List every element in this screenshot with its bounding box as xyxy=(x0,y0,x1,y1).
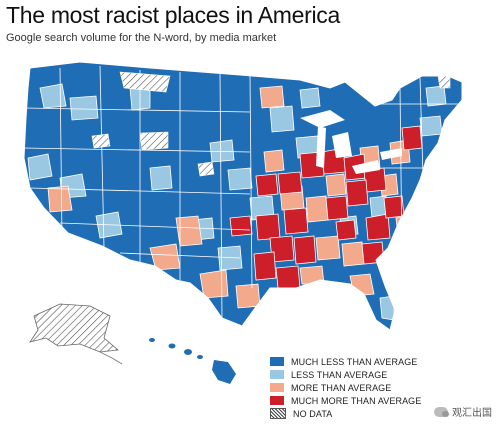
legend-swatch xyxy=(270,396,284,405)
alaska-region xyxy=(29,303,119,353)
map-subtitle: Google search volume for the N-word, by … xyxy=(6,32,277,44)
legend-label: LESS THAN AVERAGE xyxy=(291,369,388,380)
legend-item-more: MORE THAN AVERAGE xyxy=(270,381,470,394)
legend-label: NO DATA xyxy=(293,408,333,419)
watermark: 观汇出国 xyxy=(434,404,492,419)
legend-item-much-less: MUCH LESS THAN AVERAGE xyxy=(270,355,470,368)
legend-swatch xyxy=(270,383,284,392)
legend-label: MUCH LESS THAN AVERAGE xyxy=(291,356,418,367)
legend-item-much-more: MUCH MORE THAN AVERAGE xyxy=(270,394,470,407)
legend: MUCH LESS THAN AVERAGE LESS THAN AVERAGE… xyxy=(270,355,470,420)
legend-label: MORE THAN AVERAGE xyxy=(291,382,392,393)
map-title: The most racist places in America xyxy=(6,2,340,28)
legend-swatch xyxy=(270,357,284,366)
legend-label: MUCH MORE THAN AVERAGE xyxy=(291,395,422,406)
wechat-icon xyxy=(434,406,449,417)
legend-item-less: LESS THAN AVERAGE xyxy=(270,368,470,381)
legend-item-no-data: NO DATA xyxy=(270,407,470,420)
legend-swatch-hatch xyxy=(270,408,286,419)
us-media-market-map xyxy=(23,61,463,384)
watermark-text: 观汇出国 xyxy=(452,408,492,419)
legend-swatch xyxy=(270,370,284,379)
hawaii-region xyxy=(149,338,236,384)
